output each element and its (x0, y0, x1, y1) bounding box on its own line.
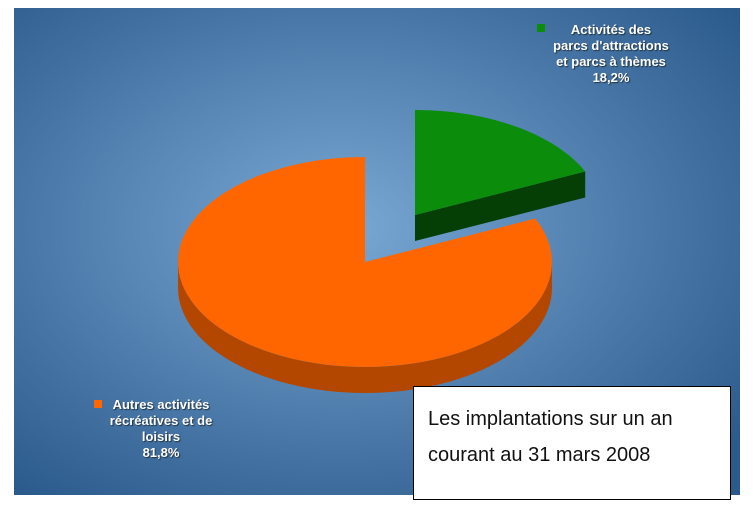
value-label: 18,2% (592, 70, 630, 85)
slice-top (178, 157, 552, 367)
category-label: Activités des parcs d'attractions et par… (553, 22, 669, 69)
slice-top (415, 110, 586, 215)
legend-swatch (537, 24, 545, 32)
annotation: Les implantations sur un an courant au 3… (413, 386, 731, 500)
label-1: Autres activités récréatives et de loisi… (104, 397, 218, 461)
slice-face (415, 171, 586, 241)
legend-swatch (94, 400, 102, 408)
label-0: Activités des parcs d'attractions et par… (552, 22, 670, 86)
slice-side (178, 262, 552, 393)
value-label: 81,8% (142, 445, 180, 460)
slice (178, 157, 552, 393)
category-label: Autres activités récréatives et de loisi… (109, 397, 213, 444)
slice (415, 110, 586, 241)
